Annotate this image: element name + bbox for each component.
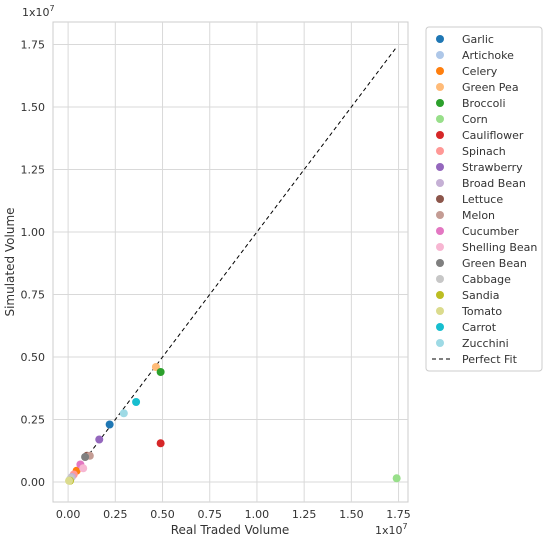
point-shelling-bean	[79, 464, 88, 473]
legend-marker-lettuce	[436, 195, 444, 203]
legend-marker-tomato	[436, 307, 444, 315]
legend-label-zucchini: Zucchini	[462, 337, 509, 350]
legend-marker-spinach	[436, 147, 444, 155]
y-tick-label: 1.50	[21, 101, 46, 114]
point-cauliflower	[156, 439, 165, 448]
point-corn	[392, 474, 401, 483]
legend-marker-broad-bean	[436, 179, 444, 187]
point-zucchini	[119, 409, 128, 418]
legend-marker-shelling-bean	[436, 243, 444, 251]
grid	[53, 22, 408, 502]
legend-marker-zucchini	[436, 339, 444, 347]
legend-label-carrot: Carrot	[462, 321, 497, 334]
plot-area	[52, 21, 409, 503]
point-broccoli	[156, 368, 165, 376]
legend-label-cucumber: Cucumber	[462, 225, 519, 238]
x-tick-label: 1.50	[339, 508, 364, 521]
legend-label-tomato: Tomato	[461, 305, 502, 318]
legend-marker-celery	[436, 67, 444, 75]
legend-marker-cucumber	[436, 227, 444, 235]
x-offset-exponent: 7	[403, 522, 408, 531]
point-green-bean	[81, 453, 90, 461]
legend-marker-cauliflower	[436, 131, 444, 139]
x-tick-label: 0.75	[197, 508, 222, 521]
y-tick-label: 0.75	[21, 289, 46, 302]
legend-label-melon: Melon	[462, 209, 495, 222]
y-offset-exponent: 7	[50, 4, 55, 13]
legend-label-cauliflower: Cauliflower	[462, 129, 524, 142]
x-tick-label: 0.50	[150, 508, 175, 521]
point-green-pea	[151, 363, 160, 371]
legend-marker-green-pea	[436, 83, 444, 91]
legend-label-spinach: Spinach	[462, 145, 506, 158]
y-offset-base: 1x10	[22, 6, 50, 19]
y-tick-label: 0.00	[21, 476, 46, 489]
legend-label-cabbage: Cabbage	[462, 273, 511, 286]
legend-label-sandia: Sandia	[462, 289, 499, 302]
legend-label-green-bean: Green Bean	[462, 257, 527, 270]
y-tick-label: 0.50	[21, 351, 46, 364]
data-points	[65, 363, 401, 485]
x-offset-base: 1x10	[375, 524, 403, 537]
legend-marker-artichoke	[436, 51, 444, 59]
point-carrot	[132, 398, 141, 406]
legend-marker-carrot	[436, 323, 444, 331]
point-tomato	[65, 476, 74, 485]
legend-marker-cabbage	[436, 275, 444, 283]
legend-label-garlic: Garlic	[462, 33, 494, 46]
legend-box	[425, 26, 543, 372]
legend-marker-sandia	[436, 291, 444, 299]
legend-label-corn: Corn	[462, 113, 488, 126]
legend-label-broccoli: Broccoli	[462, 97, 506, 110]
x-tick-label: 1.75	[386, 508, 411, 521]
x-tick-label: 0.00	[56, 508, 81, 521]
x-offset-label: 1x107	[375, 522, 408, 537]
legend: Garlic Artichoke Celery Green Pea Broccoli Co…	[425, 26, 543, 372]
legend-marker-garlic	[436, 35, 444, 43]
legend-marker-strawberry	[436, 163, 444, 171]
x-axis-ticks: 0.00 0.25 0.50 0.75 1.00 1.25 1.50 1.75	[56, 508, 411, 521]
y-axis-ticks: 0.00 0.25 0.50 0.75 1.00 1.25 1.50 1.75	[21, 39, 46, 490]
y-axis-label: Simulated Volume	[3, 207, 17, 316]
legend-marker-broccoli	[436, 99, 444, 107]
legend-label-celery: Celery	[462, 65, 498, 78]
legend-marker-corn	[436, 115, 444, 123]
x-axis-label: Real Traded Volume	[171, 523, 290, 537]
y-tick-label: 1.00	[21, 226, 46, 239]
legend-marker-green-bean	[436, 259, 444, 267]
point-strawberry	[95, 435, 104, 444]
x-tick-label: 1.25	[292, 508, 317, 521]
legend-label-shelling-bean: Shelling Bean	[462, 241, 537, 254]
legend-label-artichoke: Artichoke	[462, 49, 514, 62]
y-tick-label: 1.75	[21, 39, 46, 52]
y-tick-label: 0.25	[21, 414, 46, 427]
legend-label-green-pea: Green Pea	[462, 81, 519, 94]
legend-label-lettuce: Lettuce	[462, 193, 503, 206]
x-tick-label: 0.25	[103, 508, 128, 521]
y-tick-label: 1.25	[21, 164, 46, 177]
point-garlic	[105, 420, 114, 429]
legend-label-perfect-fit: Perfect Fit	[462, 353, 518, 366]
x-tick-label: 1.00	[245, 508, 270, 521]
legend-label-strawberry: Strawberry	[462, 161, 523, 174]
legend-marker-melon	[436, 211, 444, 219]
legend-label-broad-bean: Broad Bean	[462, 177, 526, 190]
y-offset-label: 1x107	[22, 4, 55, 19]
